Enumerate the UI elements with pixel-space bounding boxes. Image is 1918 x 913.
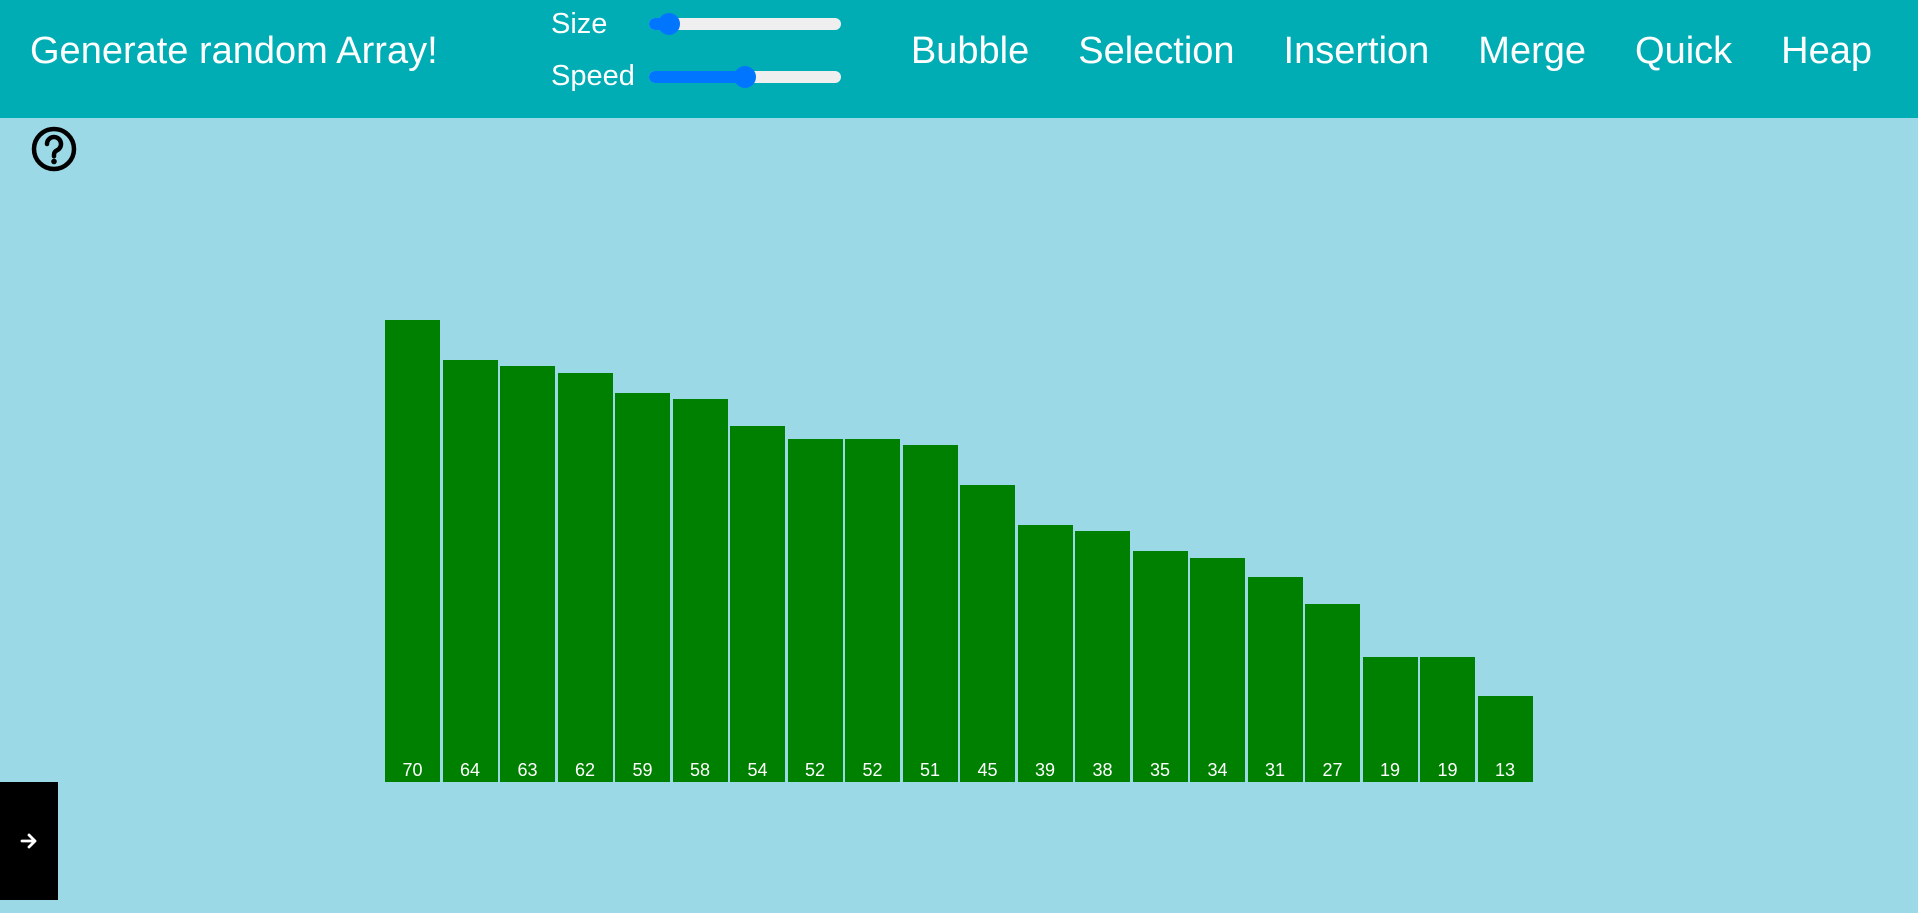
bar-value-label: 58 <box>689 760 711 780</box>
nav-quick-sort[interactable]: Quick <box>1635 30 1733 72</box>
array-bar <box>1190 557 1245 782</box>
bar-value-label: 52 <box>804 760 826 780</box>
side-panel-toggle-button[interactable] <box>0 782 58 900</box>
bar-value-label: 19 <box>1437 760 1458 780</box>
bar-value-label: 38 <box>1092 760 1113 780</box>
size-label: Size <box>551 8 608 40</box>
nav-heap-sort[interactable]: Heap <box>1781 30 1872 72</box>
bar-value-label: 34 <box>1207 760 1228 780</box>
arrow-right-icon <box>20 833 37 849</box>
array-bar <box>1420 656 1475 782</box>
array-bar <box>1247 577 1303 782</box>
nav-bubble-sort[interactable]: Bubble <box>910 30 1030 72</box>
nav-merge-sort[interactable]: Merge <box>1478 30 1587 72</box>
array-bar <box>1362 656 1418 782</box>
size-slider-thumb[interactable] <box>657 13 680 35</box>
bar-value-label: 63 <box>517 760 538 780</box>
speed-label: Speed <box>551 60 635 92</box>
bar-value-label: 39 <box>1034 760 1056 780</box>
bar-value-label: 19 <box>1379 760 1401 780</box>
array-bar <box>845 438 900 782</box>
question-circle-icon[interactable] <box>30 125 78 173</box>
bar-value-label: 59 <box>632 760 653 780</box>
array-bar <box>1305 603 1360 782</box>
bar-value-label: 70 <box>402 760 423 780</box>
array-bar <box>1075 531 1130 782</box>
array-bar <box>902 445 958 782</box>
size-slider[interactable] <box>649 13 841 35</box>
array-bar <box>960 485 1015 782</box>
array-bar <box>787 438 843 782</box>
bar-value-label: 54 <box>747 760 768 780</box>
array-bar <box>615 392 670 782</box>
nav-insertion-sort[interactable]: Insertion <box>1283 30 1430 72</box>
bar-value-label: 51 <box>919 760 941 780</box>
array-bar <box>1017 524 1073 782</box>
array-bar <box>672 399 728 782</box>
bar-value-label: 52 <box>862 760 883 780</box>
nav-selection-sort[interactable]: Selection <box>1078 30 1235 72</box>
algorithm-nav: Bubble Selection Insertion Merge Quick H… <box>911 30 1872 73</box>
generate-random-array-button[interactable]: Generate random Array! <box>30 30 438 72</box>
top-toolbar: Generate random Array! Size Speed Bubble… <box>0 0 1918 118</box>
speed-slider[interactable] <box>649 66 841 88</box>
array-bar <box>730 425 785 782</box>
array-bar <box>1477 696 1533 782</box>
array-bar <box>557 372 613 782</box>
speed-slider-thumb[interactable] <box>734 66 756 88</box>
array-bars: 70 64 63 62 59 58 54 52 52 51 45 39 38 35 34 31 27 19 19 13 <box>385 0 1537 782</box>
bar-value-label: 31 <box>1264 760 1286 780</box>
bar-value-label: 45 <box>977 760 998 780</box>
bar-value-label: 13 <box>1494 760 1516 780</box>
array-bar <box>385 320 440 782</box>
array-bar <box>500 366 555 782</box>
bar-value-label: 62 <box>574 760 596 780</box>
bar-value-label: 27 <box>1322 760 1343 780</box>
bar-value-label: 64 <box>459 760 481 780</box>
speed-slider-fill <box>649 71 745 83</box>
array-bar <box>1132 551 1188 782</box>
bar-value-label: 35 <box>1149 760 1171 780</box>
array-bar <box>442 359 498 782</box>
